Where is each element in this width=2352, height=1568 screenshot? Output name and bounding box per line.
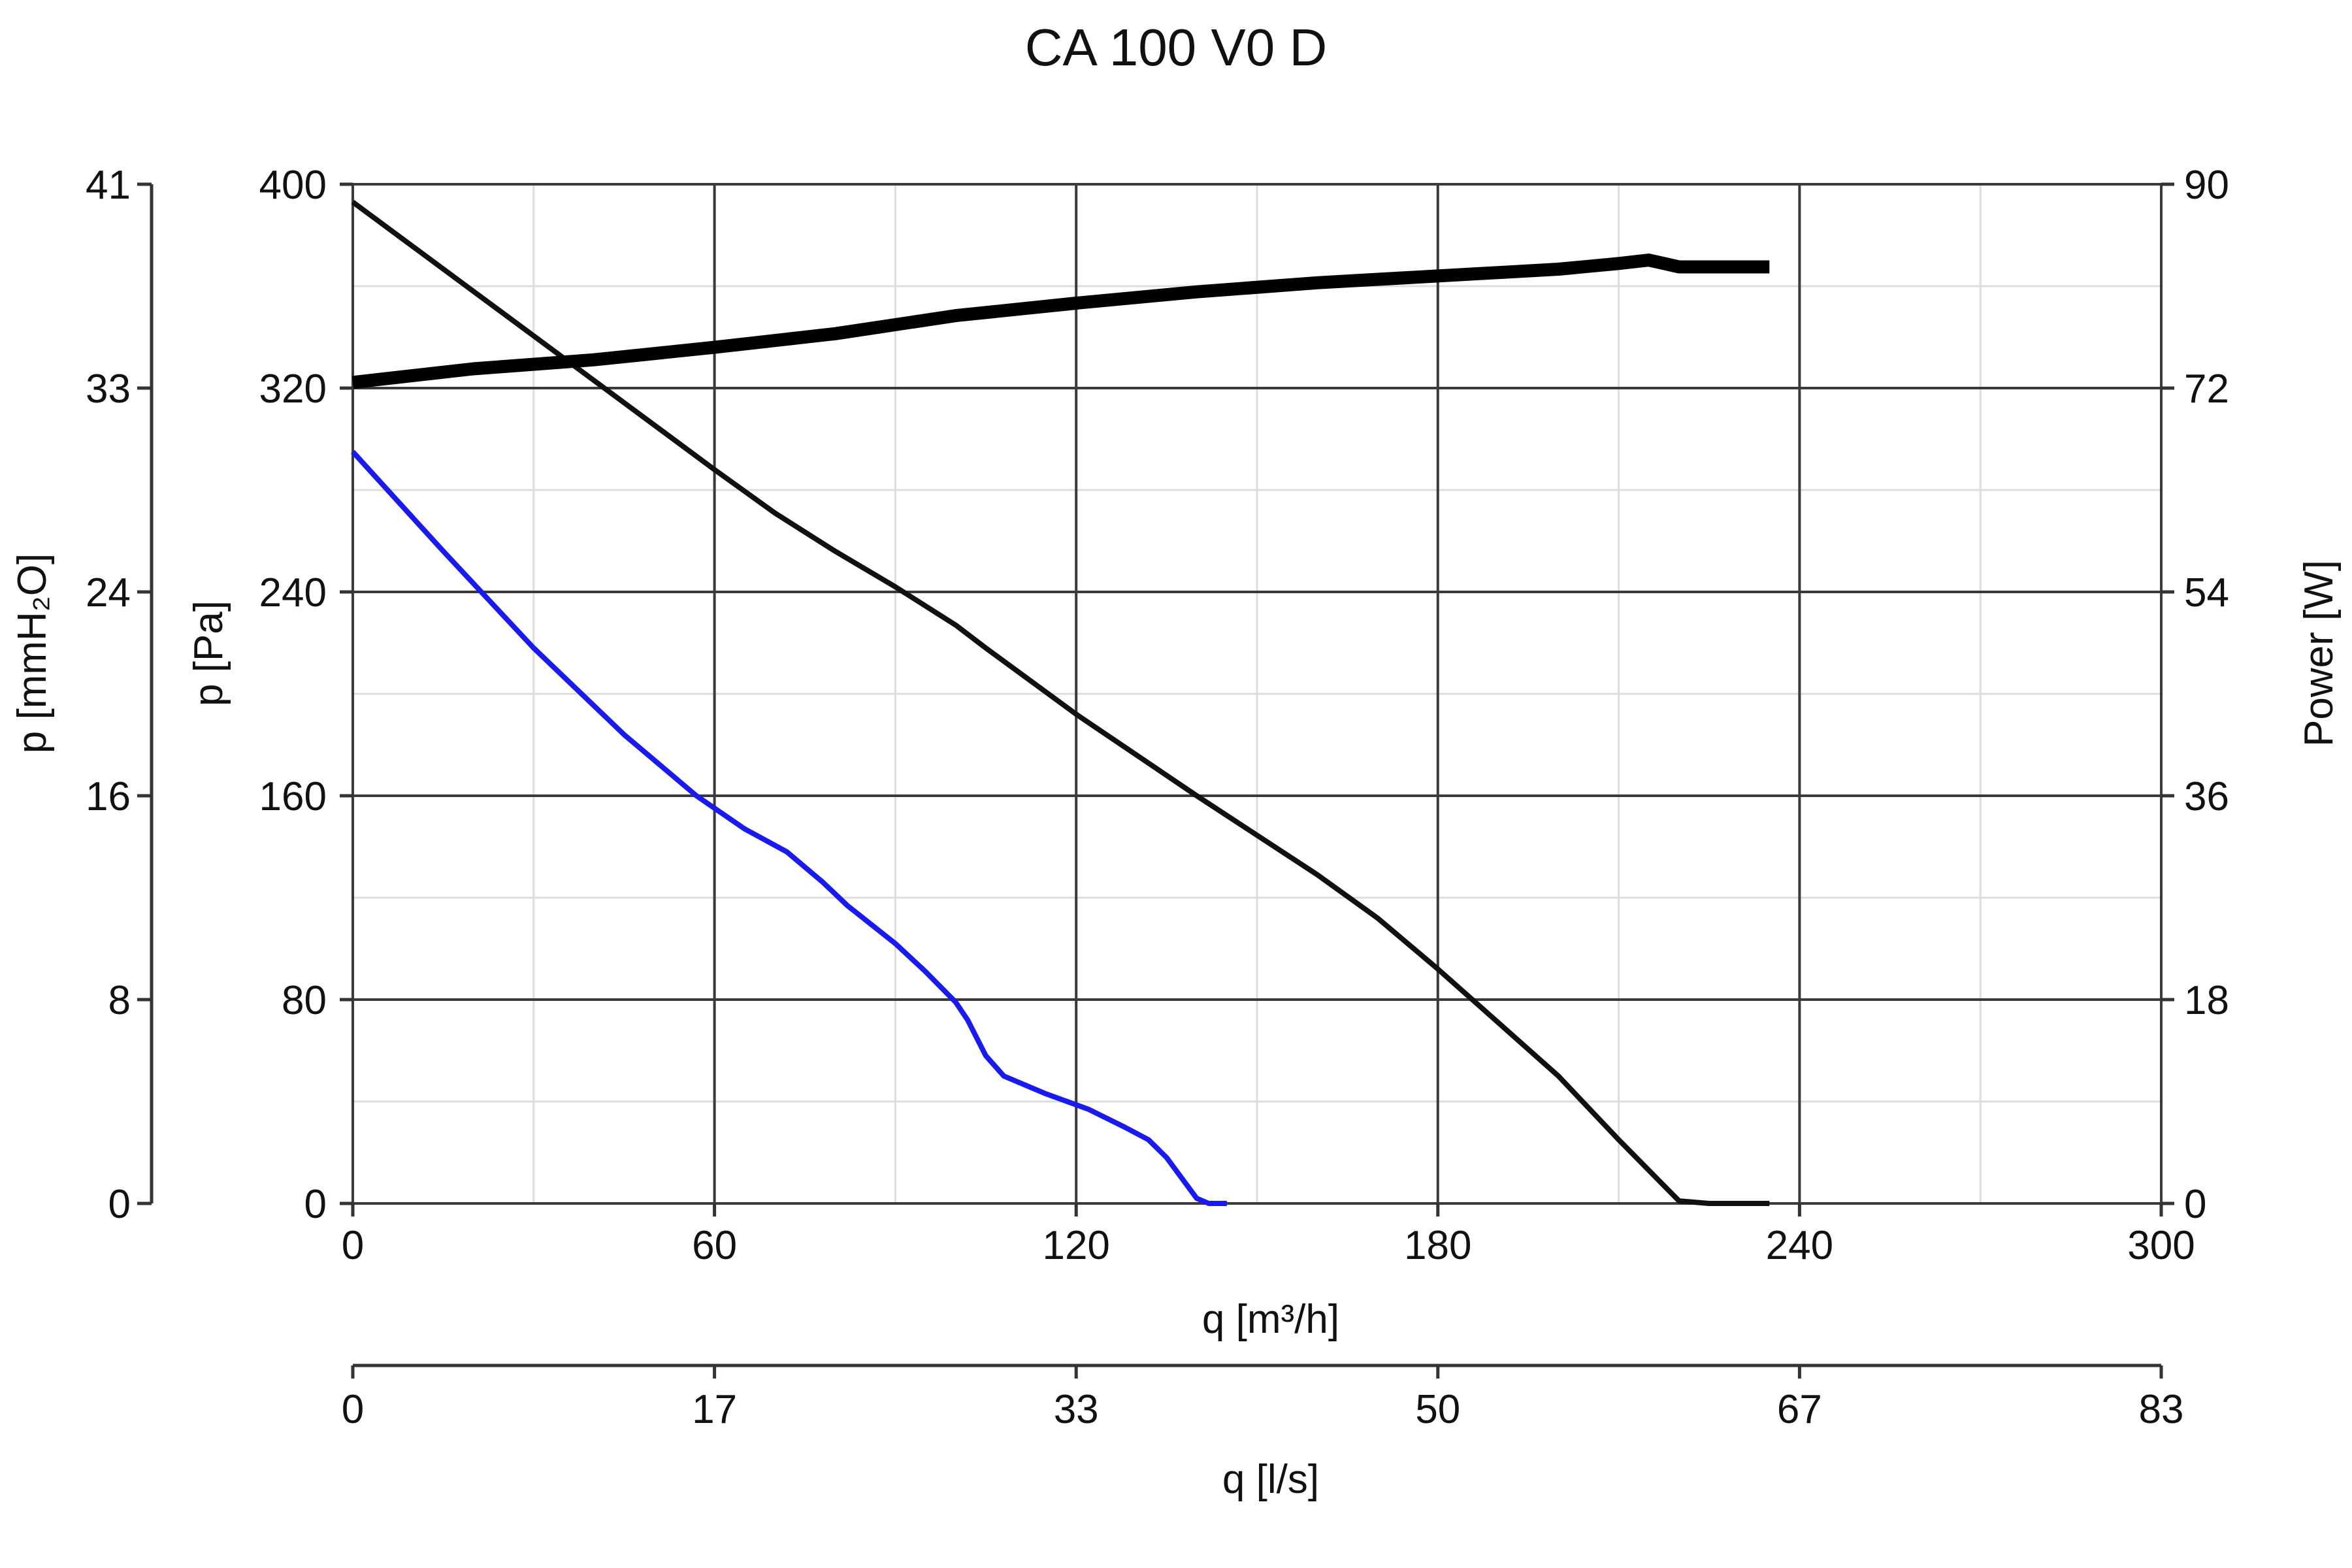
y3-tick-label: 0 [2184,1182,2206,1227]
y3-tick-label: 90 [2184,163,2229,208]
x2-axis-label: q [l/s] [1222,1457,1319,1502]
x2-tick-label: 50 [1415,1387,1460,1432]
pressure-curve-black [351,200,1770,1206]
minor-gridlines [353,184,2161,1203]
y-tick-label: 240 [259,570,327,615]
x2-tick-label: 33 [1054,1387,1099,1432]
y-axis-label: p [Pa] [186,600,231,706]
x2-tick-label: 17 [692,1387,737,1432]
y-tick-label: 0 [304,1182,327,1227]
x2-tick-label: 67 [1777,1387,1822,1432]
y-tick-label: 400 [259,163,327,208]
y3-tick-label: 18 [2184,978,2229,1023]
y2-tick-label: 24 [86,570,131,615]
y3-tick-label: 54 [2184,570,2229,615]
x-axis-label: q [m³/h] [1202,1297,1339,1342]
x-tick-label: 120 [1042,1223,1109,1268]
y2-tick-label: 8 [108,978,131,1023]
y-tick-label: 80 [282,978,327,1023]
x-tick-label: 240 [1766,1223,1833,1268]
y3-axis-label: Power [W] [2296,560,2342,747]
series-lines [351,200,1770,1206]
axes [137,182,2174,1379]
x-tick-label: 300 [2127,1223,2195,1268]
pressure-curve-blue [351,449,1227,1206]
y2-tick-label: 33 [86,367,131,412]
chart-title: CA 100 V0 D [1025,18,1328,76]
y3-tick-label: 36 [2184,774,2229,819]
x-tick-label: 0 [342,1223,364,1268]
y-tick-label: 160 [259,774,327,819]
x-tick-label: 180 [1404,1223,1471,1268]
y2-tick-label: 16 [86,774,131,819]
major-gridlines [351,183,2163,1205]
y3-tick-label: 72 [2184,367,2229,412]
x2-tick-label: 83 [2139,1387,2184,1432]
y-tick-label: 320 [259,367,327,412]
y2-tick-label: 41 [86,163,131,208]
power-curve [351,253,1770,389]
y2-axis-label: p [mmH₂O] [10,553,55,754]
y2-tick-label: 0 [108,1182,131,1227]
x2-tick-label: 0 [342,1387,364,1432]
x-tick-label: 60 [692,1223,737,1268]
